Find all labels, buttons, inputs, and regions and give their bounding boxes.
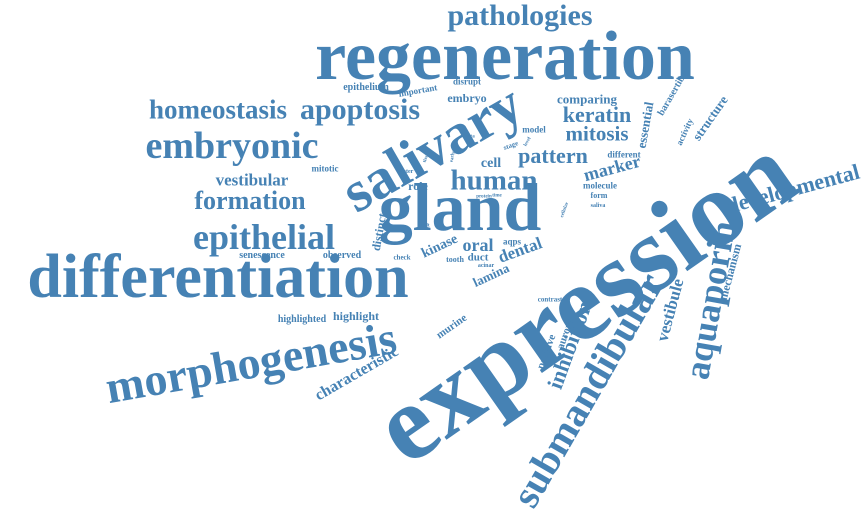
word-observed: observed	[322, 250, 362, 261]
word-oral: oral	[462, 235, 494, 255]
word-keratin: keratin	[562, 102, 632, 127]
word-data: data	[465, 134, 475, 140]
word-form: form	[590, 191, 608, 200]
word-time: time	[492, 193, 502, 199]
word-aqps: aqps	[502, 236, 522, 247]
word-adult: adult	[418, 223, 430, 229]
word-highlighted: highlighted	[277, 314, 327, 325]
word-acinar: acinar	[477, 263, 495, 269]
word-apoptosis: apoptosis	[299, 93, 421, 126]
word-epithelium: epithelium	[343, 82, 389, 93]
word-different: different	[607, 149, 641, 160]
word-pathologies: pathologies	[447, 0, 593, 32]
word-comparing: comparing	[557, 91, 617, 107]
word-embryonic: embryonic	[145, 125, 319, 167]
word-vestibular: vestibular	[215, 170, 289, 190]
word-check: check	[393, 253, 411, 262]
word-homeostasis: homeostasis	[148, 94, 288, 125]
word-mitosis: mitosis	[565, 121, 629, 146]
word-contrast: contrast	[537, 295, 563, 304]
word-role: role	[408, 179, 428, 193]
word-embryo: embryo	[447, 91, 487, 105]
word-cellular: cellular	[559, 201, 571, 219]
word-human: human	[450, 164, 538, 197]
word-essential: essential	[633, 100, 657, 150]
word-model: model	[522, 124, 546, 135]
word-molecule: molecule	[583, 180, 617, 191]
word-duct: duct	[467, 251, 489, 264]
word-protein: protein	[476, 194, 492, 200]
word-cell: cell	[480, 156, 502, 171]
word-disrupt: disrupt	[452, 76, 482, 87]
word-epithelial: epithelial	[193, 217, 335, 257]
word-gland: gland	[378, 169, 542, 245]
word-differentiation: differentiation	[27, 243, 409, 311]
word-formation: formation	[194, 186, 306, 215]
word-mitotic: mitotic	[311, 163, 339, 174]
word-pattern: pattern	[518, 143, 588, 168]
word-senescence: senescence	[239, 250, 285, 261]
word-highlight: highlight	[332, 309, 380, 323]
word-saliva: saliva	[590, 203, 606, 209]
word-tooth: tooth	[446, 255, 464, 264]
word-morphogenesis: morphogenesis	[101, 311, 401, 414]
word-regeneration: regeneration	[315, 18, 695, 95]
word-water: water	[398, 169, 414, 175]
